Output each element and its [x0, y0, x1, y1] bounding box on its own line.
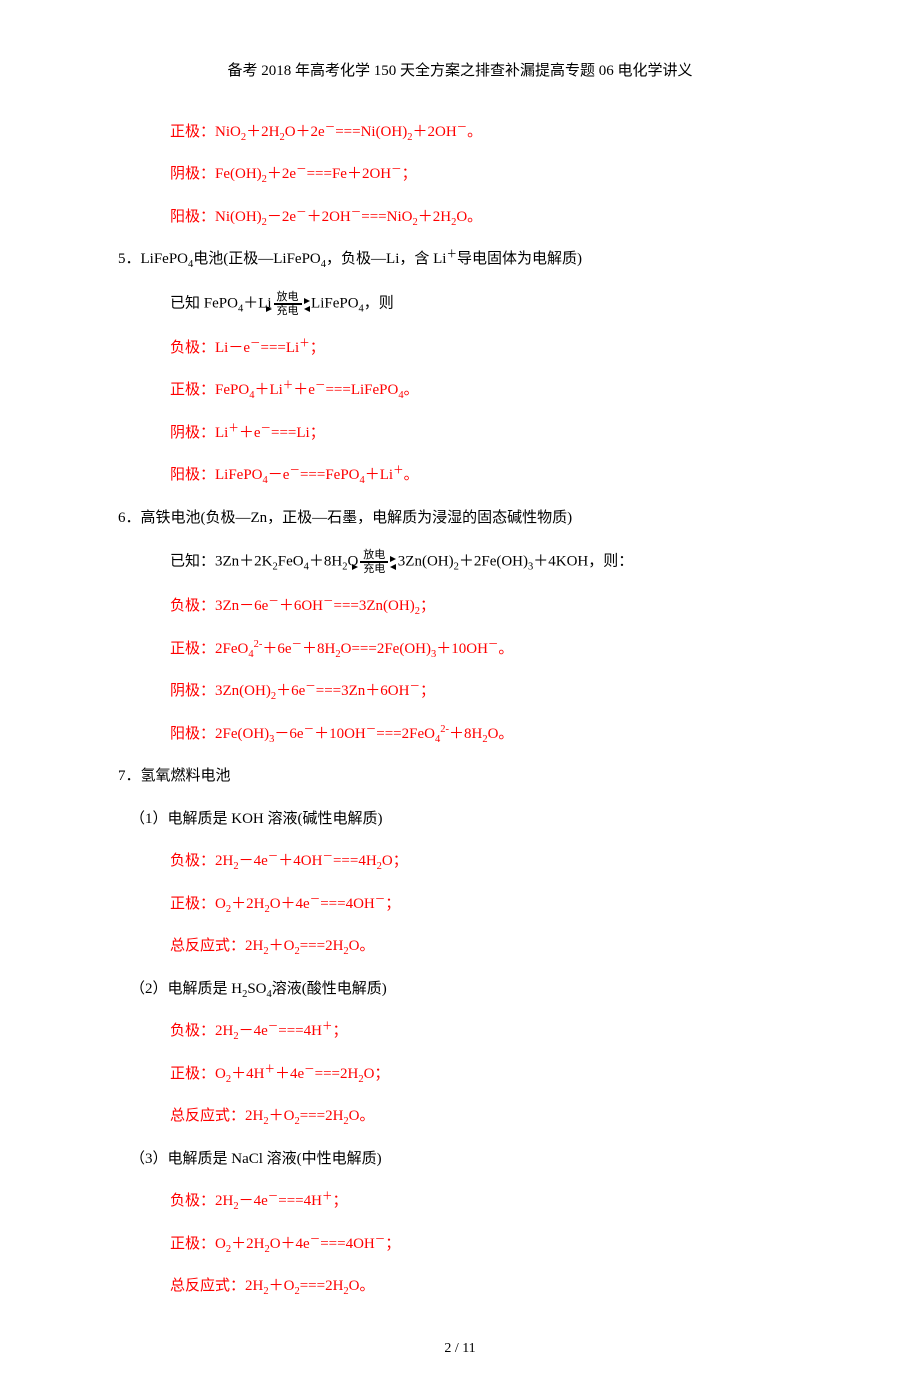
arrow-bot-label: 充电 [360, 562, 388, 575]
equation-line: 阴极：Fe(OH)2＋2e－===Fe＋2OH－； [110, 163, 810, 186]
reaction-arrow-icon: 放电充电 [274, 291, 302, 317]
equation-line: 阳极：Ni(OH)2－2e－＋2OH－===NiO2＋2H2O。 [110, 206, 810, 229]
page-content: 备考 2018 年高考化学 150 天全方案之排查补漏提高专题 06 电化学讲义… [0, 0, 920, 1399]
section-7-title: 7．氢氧燃料电池 [110, 765, 810, 788]
equation-line: 阴极：3Zn(OH)2＋6e－===3Zn＋6OH－； [110, 680, 810, 703]
page-footer: 2 / 11 [110, 1338, 810, 1359]
equation-line: 总反应式：2H2＋O2===2H2O。 [110, 1105, 810, 1128]
equation-line: 负极：3Zn－6e－＋6OH－===3Zn(OH)2； [110, 595, 810, 618]
equation-line: 阴极：Li＋＋e－===Li； [110, 422, 810, 445]
section-6-given: 已知：3Zn＋2K2FeO4＋8H2O放电充电 3Zn(OH)2＋2Fe(OH)… [110, 549, 810, 575]
section-6-title: 6．高铁电池(负极—Zn，正极—石墨，电解质为浸湿的固态碱性物质) [110, 507, 810, 530]
equation-line: 正极：NiO2＋2H2O＋2e－===Ni(OH)2＋2OH－。 [110, 121, 810, 144]
arrow-bot-label: 充电 [274, 304, 302, 317]
section-5-given: 已知 FePO4＋Li放电充电 LiFePO4，则 [110, 291, 810, 317]
section-7-1: （1）电解质是 KOH 溶液(碱性电解质) [110, 808, 810, 831]
equation-line: 负极：2H2－4e－===4H＋； [110, 1020, 810, 1043]
equation-line: 阳极：LiFePO4－e－===FePO4＋Li＋。 [110, 464, 810, 487]
equation-line: 阳极：2Fe(OH)3－6e－＋10OH－===2FeO42-＋8H2O。 [110, 723, 810, 746]
equation-line: 负极：2H2－4e－===4H＋； [110, 1190, 810, 1213]
equation-line: 正极：O2＋2H2O＋4e－===4OH－； [110, 1233, 810, 1256]
section-7-2: （2）电解质是 H2SO4溶液(酸性电解质) [110, 978, 810, 1001]
equation-line: 正极：O2＋4H＋＋4e－===2H2O； [110, 1063, 810, 1086]
page-header: 备考 2018 年高考化学 150 天全方案之排查补漏提高专题 06 电化学讲义 [110, 60, 810, 83]
section-5-title: 5．LiFePO4电池(正极—LiFePO4，负极—Li，含 Li＋导电固体为电… [110, 248, 810, 271]
reaction-arrow-icon: 放电充电 [360, 549, 388, 575]
arrow-top-label: 放电 [274, 291, 302, 304]
equation-line: 正极：FePO4＋Li＋＋e－===LiFePO4。 [110, 379, 810, 402]
section-7-3: （3）电解质是 NaCl 溶液(中性电解质) [110, 1148, 810, 1171]
equation-line: 负极：Li－e－===Li＋； [110, 337, 810, 360]
arrow-top-label: 放电 [360, 549, 388, 562]
equation-line: 负极：2H2－4e－＋4OH－===4H2O； [110, 850, 810, 873]
equation-line: 总反应式：2H2＋O2===2H2O。 [110, 935, 810, 958]
equation-line: 正极：2FeO42-＋6e－＋8H2O===2Fe(OH)3＋10OH－。 [110, 638, 810, 661]
equation-line: 总反应式：2H2＋O2===2H2O。 [110, 1275, 810, 1298]
equation-line: 正极：O2＋2H2O＋4e－===4OH－； [110, 893, 810, 916]
